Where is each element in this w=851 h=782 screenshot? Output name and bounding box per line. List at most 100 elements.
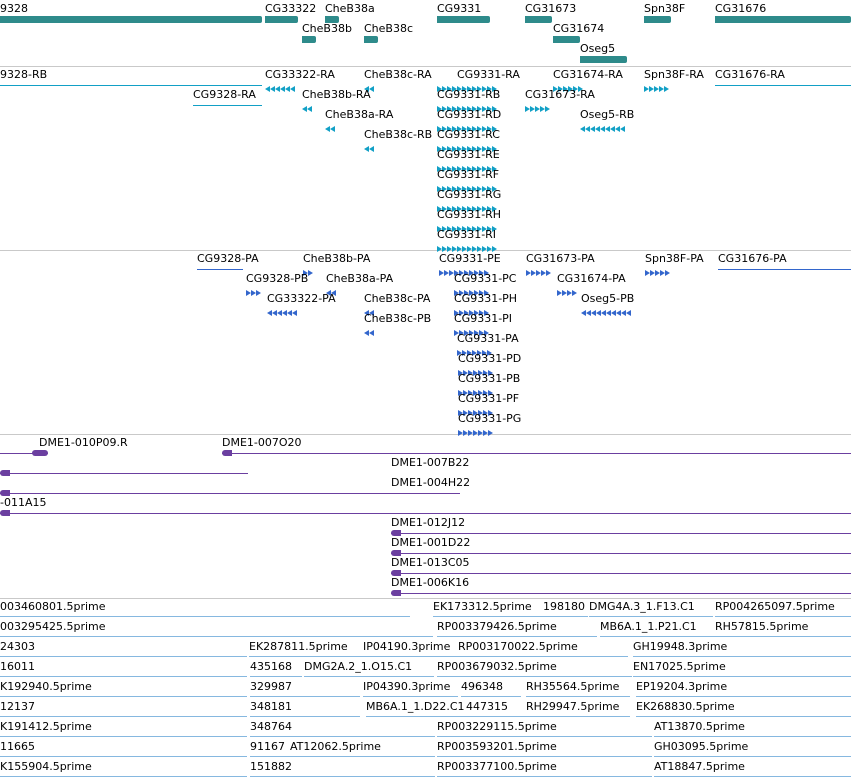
feature-label: CG9331-RE bbox=[437, 148, 500, 161]
feature-glyph bbox=[437, 82, 497, 92]
feature-label: GH19948.3prime bbox=[633, 640, 728, 653]
feature-glyph bbox=[0, 16, 262, 23]
feature-label: 329987 bbox=[250, 680, 292, 693]
feature-glyph bbox=[391, 570, 851, 576]
feature-label: CG9331-PB bbox=[458, 372, 521, 385]
feature-label: CG9331-RI bbox=[437, 228, 497, 241]
feature-glyph bbox=[526, 266, 551, 276]
feature-label: RP004265097.5prime bbox=[715, 600, 835, 613]
feature-label: DMG2A.2_1.O15.C1 bbox=[304, 660, 413, 673]
feature-glyph bbox=[363, 696, 458, 697]
feature-glyph bbox=[654, 736, 851, 737]
feature-label: CG9331-PI bbox=[454, 312, 513, 325]
feature-glyph bbox=[437, 242, 497, 252]
feature-glyph bbox=[0, 756, 247, 757]
feature-label: CG9331-PH bbox=[454, 292, 518, 305]
feature-label: 9328-RB bbox=[0, 68, 48, 81]
feature-glyph bbox=[437, 102, 497, 112]
feature-glyph bbox=[654, 776, 851, 777]
feature-label: CG9331-RF bbox=[437, 168, 500, 181]
bac-end-marker bbox=[391, 590, 401, 596]
feature-label: DME1-007O20 bbox=[222, 436, 302, 449]
feature-label: CG9331-RC bbox=[437, 128, 500, 141]
feature-label: DME1-013C05 bbox=[391, 556, 470, 569]
feature-glyph bbox=[391, 550, 851, 556]
feature-glyph bbox=[581, 306, 631, 316]
feature-label: CG9331-PA bbox=[457, 332, 519, 345]
feature-label: CG9331-RB bbox=[437, 88, 501, 101]
feature-label: DME1-012J12 bbox=[391, 516, 466, 529]
feature-glyph bbox=[363, 656, 458, 657]
feature-glyph bbox=[439, 266, 492, 276]
feature-label: CG9331-RG bbox=[437, 188, 502, 201]
feature-label: EK173312.5prime bbox=[433, 600, 532, 613]
feature-glyph bbox=[0, 716, 247, 717]
feature-label: CG31676-RA bbox=[715, 68, 785, 81]
feature-glyph bbox=[364, 82, 378, 92]
feature-label: 003460801.5prime bbox=[0, 600, 106, 613]
feature-label: 11665 bbox=[0, 740, 35, 753]
feature-glyph bbox=[580, 122, 627, 132]
feature-label: CG9331-RD bbox=[437, 108, 502, 121]
feature-glyph bbox=[633, 656, 851, 657]
feature-glyph bbox=[302, 102, 316, 112]
feature-label: CheB38c-PA bbox=[364, 292, 431, 305]
feature-label: RP003679032.5prime bbox=[437, 660, 557, 673]
feature-glyph bbox=[633, 676, 851, 677]
feature-label: DME1-006K16 bbox=[391, 576, 470, 589]
feature-label: EK268830.5prime bbox=[636, 700, 735, 713]
feature-glyph bbox=[249, 656, 363, 657]
feature-glyph bbox=[250, 676, 302, 677]
feature-label: Spn38F-PA bbox=[645, 252, 704, 265]
feature-glyph bbox=[302, 36, 316, 43]
feature-label: CheB38b-RA bbox=[302, 88, 371, 101]
feature-glyph bbox=[250, 776, 435, 777]
feature-glyph bbox=[250, 716, 360, 717]
feature-label: CG9331-PF bbox=[458, 392, 520, 405]
feature-label: RP003379426.5prime bbox=[437, 620, 557, 633]
feature-glyph bbox=[197, 269, 243, 270]
feature-label: CheB38c bbox=[364, 22, 414, 35]
feature-label: IP04190.3prime bbox=[363, 640, 451, 653]
feature-glyph bbox=[553, 82, 583, 92]
feature-glyph bbox=[0, 450, 48, 456]
feature-glyph bbox=[437, 122, 497, 132]
feature-label: CheB38a bbox=[325, 2, 375, 15]
feature-label: 003295425.5prime bbox=[0, 620, 106, 633]
feature-label: RP003229115.5prime bbox=[437, 720, 557, 733]
feature-glyph bbox=[458, 656, 628, 657]
feature-glyph bbox=[715, 85, 851, 86]
feature-label: CheB38a-PA bbox=[326, 272, 394, 285]
feature-label: Oseg5-PB bbox=[581, 292, 635, 305]
feature-glyph bbox=[0, 696, 247, 697]
feature-glyph bbox=[437, 162, 497, 172]
feature-label: CG33322-PA bbox=[267, 292, 336, 305]
feature-label: RP003377100.5prime bbox=[437, 760, 557, 773]
feature-label: CG9331-PG bbox=[458, 412, 522, 425]
feature-glyph bbox=[458, 386, 494, 396]
feature-glyph bbox=[0, 470, 248, 476]
feature-label: EP19204.3prime bbox=[636, 680, 728, 693]
feature-glyph bbox=[580, 56, 627, 63]
feature-glyph bbox=[715, 636, 851, 637]
feature-glyph bbox=[437, 676, 632, 677]
feature-glyph bbox=[265, 16, 298, 23]
feature-glyph bbox=[458, 426, 494, 436]
feature-label: CG9328-PA bbox=[197, 252, 259, 265]
feature-label: CG9328-PB bbox=[246, 272, 309, 285]
feature-glyph bbox=[525, 102, 552, 112]
bac-end-marker bbox=[391, 550, 401, 556]
feature-label: CG9331 bbox=[437, 2, 482, 15]
feature-label: CG31674 bbox=[553, 22, 605, 35]
feature-glyph bbox=[437, 756, 652, 757]
feature-glyph bbox=[290, 756, 435, 757]
feature-glyph bbox=[458, 366, 494, 376]
feature-glyph bbox=[654, 756, 851, 757]
feature-glyph bbox=[718, 269, 851, 270]
feature-label: CG31673-PA bbox=[526, 252, 595, 265]
feature-label: CG9331-RA bbox=[457, 68, 520, 81]
feature-label: GH03095.5prime bbox=[654, 740, 749, 753]
feature-label: DME1-007B22 bbox=[391, 456, 470, 469]
bac-end-marker bbox=[0, 490, 10, 496]
feature-glyph bbox=[644, 82, 671, 92]
